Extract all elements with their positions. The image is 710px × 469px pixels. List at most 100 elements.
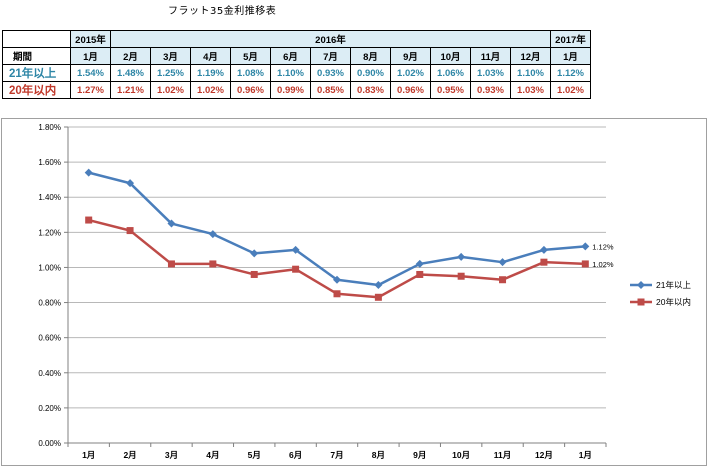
x-tick-label: 5月 [248,450,261,460]
data-point [84,168,93,177]
data-point [581,242,590,251]
x-tick-label: 11月 [494,450,512,460]
data-point [539,245,548,254]
data-point [126,227,134,235]
month-header-cell: 2月 [110,47,151,65]
month-header-cell: 10月 [430,47,471,65]
month-header-cell: 12月 [510,47,551,65]
data-point [457,252,466,261]
rate-cell: 0.99% [270,81,311,99]
month-header-row: 期間 1月 2月 3月 4月 5月 6月 7月 8月 9月 10月 11月 12月 1月 [2,47,591,65]
month-header-cell: 11月 [470,47,511,65]
rate-cell: 1.06% [430,64,471,82]
x-tick-label: 8月 [372,450,385,460]
data-point [292,265,300,273]
x-tick-label: 12月 [535,450,553,460]
rate-cell: 1.54% [70,64,111,82]
y-tick-label: 1.00% [38,263,61,272]
legend-marker [637,298,645,306]
data-point [374,281,383,289]
data-label: 1.02% [592,260,614,269]
data-point [540,258,548,266]
rate-cell: 1.21% [110,81,151,99]
line-chart: 0.00% 0.20% 0.40% 0.60% 0.80% 1.00% 1.20% 1.40%… [38,123,691,460]
x-tick-label: 1月 [82,450,95,460]
x-tick-label: 7月 [330,450,343,460]
series-line-21-years [88,171,586,287]
row-label-20-years: 20年以内 [2,81,71,99]
x-tick-label: 9月 [413,450,426,460]
rate-cell: 1.19% [190,64,231,82]
y-tick-label: 1.60% [38,158,61,167]
rate-cell: 1.03% [510,81,551,99]
data-label: 1.12% [592,242,614,251]
data-point [85,216,93,224]
rate-cell: 1.12% [550,64,591,82]
x-tick-label: 1月 [579,450,592,460]
rate-cell: 1.10% [510,64,551,82]
year-2015: 2015年 [70,30,111,48]
rate-cell: 1.25% [150,64,191,82]
month-header-cell: 7月 [310,47,351,65]
rate-cell: 1.03% [470,64,511,82]
month-header-cell: 9月 [390,47,431,65]
data-point [250,270,258,278]
data-point [416,270,424,278]
y-tick-label: 0.00% [38,439,61,448]
data-point [209,260,217,268]
y-tick-label: 1.20% [38,228,61,237]
period-label: 期間 [2,47,71,65]
year-2017: 2017年 [550,30,591,48]
data-point [499,276,507,284]
legend-marker [637,281,645,289]
chart-title: フラット35金利推移表 [168,6,277,17]
data-point [374,293,382,301]
month-header-cell: 6月 [270,47,311,65]
x-tick-label: 6月 [289,450,302,460]
corner-cell [2,30,71,48]
data-point [415,259,424,268]
data-point [250,249,259,258]
rate-cell: 0.96% [390,81,431,99]
x-tick-label: 3月 [165,450,178,460]
y-tick-label: 0.20% [38,404,61,413]
legend-label: 21年以上 [656,280,691,290]
rate-cell: 1.02% [150,81,191,99]
rate-cell: 0.85% [310,81,351,99]
row-21-years: 21年以上 1.54% 1.48% 1.25% 1.19% 1.08% 1.10% 0.93… [2,64,591,82]
data-point [333,290,341,298]
x-tick-label: 4月 [206,450,219,460]
data-point [457,272,465,280]
row-20-years: 20年以内 1.27% 1.21% 1.02% 1.02% 0.96% 0.99% 0.85… [2,81,591,99]
rate-cell: 1.08% [230,64,271,82]
data-point [581,260,589,268]
x-tick-label: 2月 [123,450,136,460]
chart-area: 0.00% 0.20% 0.40% 0.60% 0.80% 1.00% 1.20% 1.40%… [1,118,707,466]
rate-cell: 1.48% [110,64,151,82]
rate-cell: 0.95% [430,81,471,99]
y-tick-label: 1.40% [38,193,61,202]
rate-cell: 0.96% [230,81,271,99]
y-tick-label: 0.80% [38,299,61,308]
rate-table: 2015年 2016年 2017年 期間 1月 2月 3月 4月 5月 6月 7月 8月 9月 1… [2,30,591,99]
rate-cell: 0.93% [310,64,351,82]
data-point [208,230,217,239]
y-tick-label: 0.40% [38,369,61,378]
legend-label: 20年以内 [656,297,691,307]
month-header-cell: 3月 [150,47,191,65]
row-label-21-years: 21年以上 [2,64,71,82]
y-tick-label: 0.60% [38,334,61,343]
month-header-cell: 4月 [190,47,231,65]
rate-cell: 0.83% [350,81,391,99]
year-header-row: 2015年 2016年 2017年 [2,30,591,48]
month-header-cell: 1月 [550,47,591,65]
data-point [291,245,300,254]
rate-cell: 1.10% [270,64,311,82]
month-header-cell: 1月 [70,47,111,65]
rate-cell: 1.27% [70,81,111,99]
data-point [167,219,176,228]
month-header-cell: 8月 [350,47,391,65]
x-tick-label: 10月 [452,450,470,460]
year-2016: 2016年 [110,30,551,48]
rate-cell: 1.02% [390,64,431,82]
